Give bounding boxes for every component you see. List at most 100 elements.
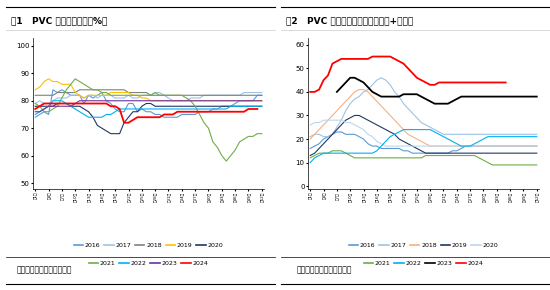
2016 bbox=[463, 144, 469, 148]
2023 bbox=[32, 110, 39, 113]
Line: 2017: 2017 bbox=[35, 93, 262, 104]
2019 bbox=[351, 114, 358, 117]
2019 bbox=[520, 151, 527, 155]
2022 bbox=[147, 107, 154, 111]
Line: 2023: 2023 bbox=[337, 78, 537, 104]
2020 bbox=[121, 121, 128, 124]
2016 bbox=[174, 115, 180, 119]
2022 bbox=[258, 104, 265, 108]
2024 bbox=[444, 81, 451, 84]
2021 bbox=[143, 94, 150, 97]
2018 bbox=[418, 140, 425, 143]
2021 bbox=[183, 96, 190, 100]
2017 bbox=[458, 133, 465, 136]
2019 bbox=[32, 88, 39, 92]
2018 bbox=[463, 144, 469, 148]
2020 bbox=[161, 104, 167, 108]
2019 bbox=[324, 137, 331, 141]
2016 bbox=[54, 91, 60, 94]
2016 bbox=[32, 115, 39, 119]
2022 bbox=[54, 99, 60, 102]
2022 bbox=[534, 135, 540, 138]
2024 bbox=[387, 55, 393, 58]
2017 bbox=[378, 76, 384, 79]
Text: 图2   PVC 样本仓库库存高位（华南+华东）: 图2 PVC 样本仓库库存高位（华南+华东） bbox=[286, 16, 413, 25]
2021 bbox=[72, 77, 79, 81]
2022 bbox=[520, 135, 527, 138]
2018 bbox=[392, 118, 398, 122]
2020 bbox=[54, 102, 60, 105]
2022 bbox=[324, 151, 331, 155]
2017 bbox=[139, 94, 145, 97]
2019 bbox=[45, 77, 52, 81]
2017 bbox=[534, 133, 540, 136]
2021 bbox=[392, 156, 398, 160]
2022 bbox=[50, 99, 56, 102]
2020 bbox=[534, 144, 540, 148]
2021 bbox=[307, 156, 314, 160]
2024 bbox=[112, 104, 118, 108]
Legend: 2021, 2022, 2023, 2024: 2021, 2022, 2023, 2024 bbox=[86, 258, 211, 268]
2019 bbox=[258, 99, 265, 102]
2022 bbox=[449, 140, 456, 143]
2023 bbox=[387, 95, 393, 98]
2020 bbox=[454, 144, 460, 148]
2024 bbox=[169, 113, 176, 116]
2024 bbox=[50, 102, 56, 105]
Legend: 2021, 2022, 2023, 2024: 2021, 2022, 2023, 2024 bbox=[361, 258, 486, 268]
2016 bbox=[117, 110, 123, 113]
2023 bbox=[117, 99, 123, 102]
2017 bbox=[418, 121, 425, 124]
2019 bbox=[534, 151, 540, 155]
2017 bbox=[520, 133, 527, 136]
2019 bbox=[117, 91, 123, 94]
2023 bbox=[414, 93, 420, 96]
2022 bbox=[418, 128, 425, 131]
2016 bbox=[258, 94, 265, 97]
2021 bbox=[449, 154, 456, 157]
2024 bbox=[454, 81, 460, 84]
2016 bbox=[307, 147, 314, 150]
2016 bbox=[50, 88, 56, 92]
2023 bbox=[76, 99, 83, 102]
2018 bbox=[245, 94, 252, 97]
2021 bbox=[329, 149, 336, 153]
2017 bbox=[183, 99, 190, 102]
2021 bbox=[223, 159, 229, 163]
2023 bbox=[516, 95, 522, 98]
Text: 资料来源：卓创，正信期货: 资料来源：卓创，正信期货 bbox=[297, 265, 353, 274]
2023 bbox=[444, 102, 451, 106]
2020 bbox=[147, 102, 154, 105]
2016 bbox=[422, 151, 429, 155]
2022 bbox=[179, 107, 185, 111]
2022 bbox=[161, 107, 167, 111]
2016 bbox=[454, 149, 460, 153]
Line: 2020: 2020 bbox=[310, 120, 537, 146]
2017 bbox=[50, 99, 56, 102]
2016 bbox=[334, 130, 340, 134]
2020 bbox=[382, 144, 389, 148]
2021 bbox=[117, 94, 123, 97]
Text: 图1   PVC 周度开工回升（%）: 图1 PVC 周度开工回升（%） bbox=[11, 16, 107, 25]
Line: 2019: 2019 bbox=[310, 115, 537, 155]
2020 bbox=[307, 123, 314, 127]
2018 bbox=[174, 94, 180, 97]
2018 bbox=[356, 88, 362, 91]
Line: 2018: 2018 bbox=[310, 90, 537, 146]
2024 bbox=[307, 90, 314, 94]
2020 bbox=[422, 144, 429, 148]
2023 bbox=[174, 99, 180, 102]
2016 bbox=[324, 135, 331, 138]
2023 bbox=[183, 99, 190, 102]
2016 bbox=[143, 110, 150, 113]
2018 bbox=[534, 144, 540, 148]
2022 bbox=[387, 135, 393, 138]
2016 bbox=[436, 151, 442, 155]
2019 bbox=[188, 99, 194, 102]
2016 bbox=[245, 99, 252, 102]
2023 bbox=[143, 99, 150, 102]
2018 bbox=[32, 94, 39, 97]
Line: 2019: 2019 bbox=[35, 79, 262, 101]
2020 bbox=[436, 144, 442, 148]
Line: 2022: 2022 bbox=[310, 130, 537, 163]
